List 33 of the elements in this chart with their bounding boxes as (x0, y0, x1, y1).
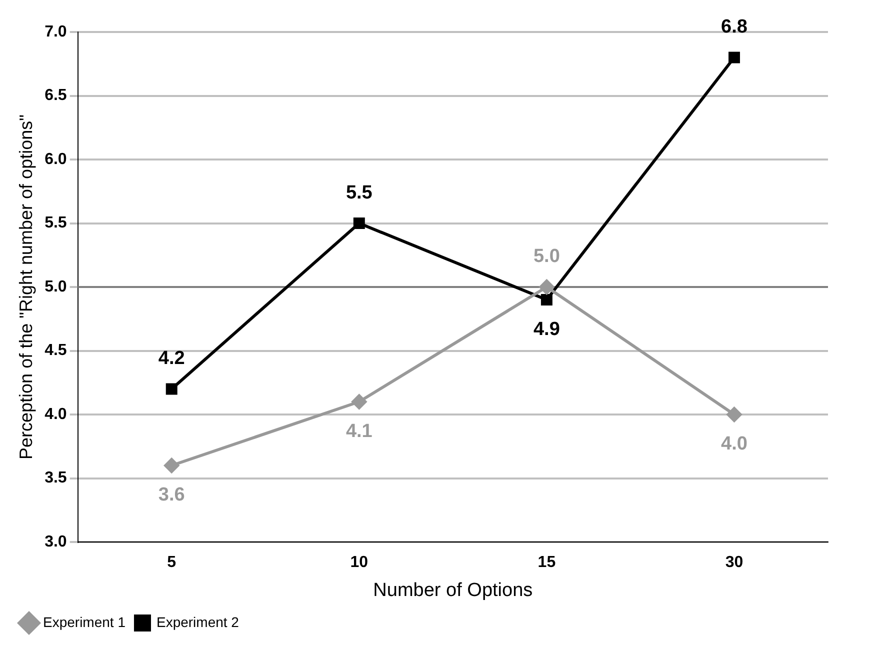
point (728, 52, 740, 64)
data-label: 3.6 (158, 484, 185, 506)
y-tick-label: 3.0 (44, 533, 67, 550)
point (540, 294, 552, 306)
data-label: 4.2 (158, 348, 185, 370)
y-tick-label: 4.0 (44, 406, 67, 423)
x-tick-label: 10 (350, 554, 368, 572)
point (166, 383, 178, 395)
data-label: 5.5 (346, 182, 373, 204)
x-tick-label: 30 (725, 554, 744, 572)
y-tick-label: 5.5 (44, 214, 67, 232)
point (726, 407, 742, 422)
y-tick-label: 7.0 (44, 23, 67, 40)
y-tick-label: 6.5 (44, 87, 67, 104)
legend-label: Experiment 1 (43, 614, 126, 630)
data-label: 4.0 (721, 434, 748, 455)
point (164, 458, 180, 473)
x-axis-title: Number of Options (373, 580, 533, 601)
point (353, 218, 365, 229)
y-axis-title: Perception of the "Right number of options" (16, 114, 36, 460)
data-label: 6.8 (721, 16, 748, 38)
data-label: 5.0 (533, 246, 560, 268)
legend-label: Experiment 2 (156, 614, 240, 630)
x-tick-label: 15 (538, 554, 556, 572)
data-label: 4.1 (346, 420, 373, 442)
y-tick-label: 6.0 (44, 150, 67, 168)
point (352, 394, 367, 410)
y-tick-label: 5.0 (44, 278, 67, 296)
y-tick-label: 4.5 (44, 342, 67, 360)
point (539, 280, 554, 294)
y-tick-label: 3.5 (44, 470, 67, 487)
data-label: 4.9 (533, 318, 560, 340)
x-tick-label: 5 (167, 554, 176, 572)
